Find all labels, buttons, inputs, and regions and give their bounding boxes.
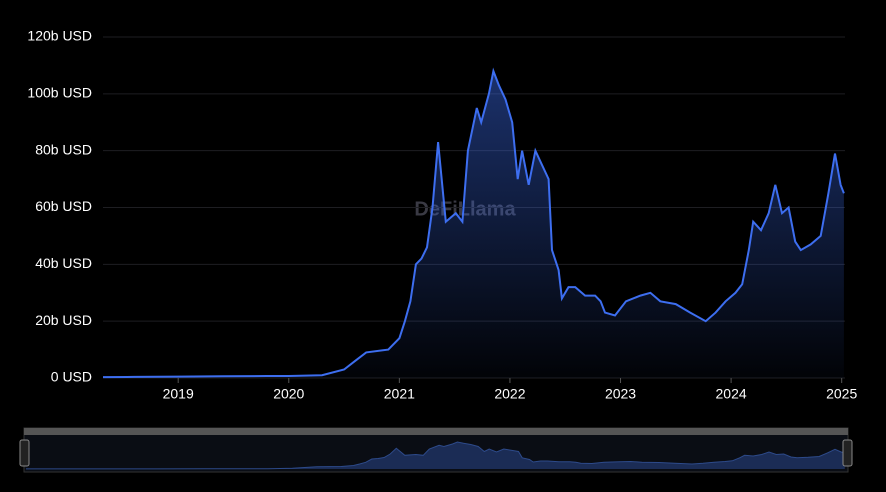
y-tick-label: 0 USD	[51, 369, 92, 385]
x-tick-label: 2022	[494, 386, 525, 402]
navigator-bar[interactable]	[24, 428, 848, 435]
area-fill	[103, 71, 844, 378]
x-tick-label: 2019	[163, 386, 194, 402]
x-tick-label: 2021	[384, 386, 415, 402]
y-tick-label: 80b USD	[35, 141, 92, 157]
navigator-handle-left[interactable]	[19, 439, 30, 467]
y-tick-label: 120b USD	[27, 28, 92, 44]
x-tick-label: 2023	[605, 386, 636, 402]
y-tick-label: 60b USD	[35, 198, 92, 214]
x-tick-label: 2024	[716, 386, 747, 402]
line	[102, 67, 845, 379]
x-tick-label: 2025	[826, 386, 857, 402]
navigator-handle-right[interactable]	[842, 439, 853, 467]
y-tick-label: 100b USD	[27, 85, 92, 101]
y-tick-label: 20b USD	[35, 312, 92, 328]
x-tick-label: 2020	[273, 386, 304, 402]
navigator-line	[26, 441, 845, 470]
y-tick-label: 40b USD	[35, 255, 92, 271]
